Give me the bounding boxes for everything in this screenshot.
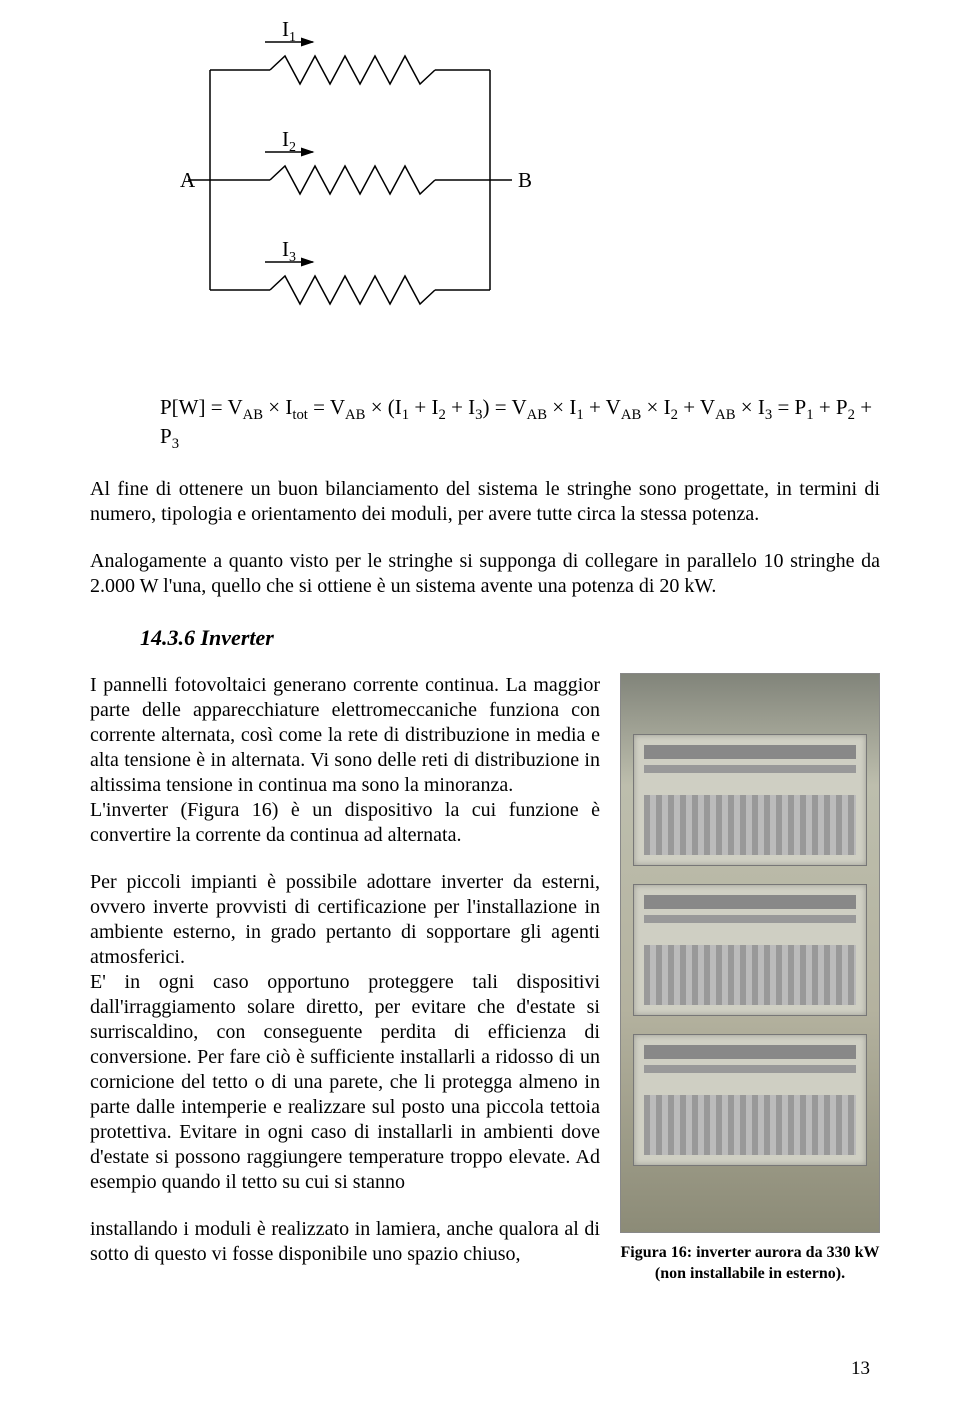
node-a-label: A: [180, 168, 196, 192]
node-b-label: B: [518, 168, 532, 192]
paragraph-4: Per piccoli impianti è possibile adottar…: [90, 870, 600, 1195]
branch-i2-label: I2: [282, 127, 296, 155]
circuit-diagram: A B I1 I2 I3: [90, 20, 590, 350]
power-formula: P[W] = VAB × Itot = VAB × (I1 + I2 + I3)…: [90, 395, 880, 453]
page-number: 13: [851, 1358, 870, 1380]
paragraph-1: Al fine di ottenere un buon bilanciament…: [90, 477, 880, 527]
inverter-photo: [620, 673, 880, 1233]
figure-caption: Figura 16: inverter aurora da 330 kW (no…: [620, 1243, 880, 1285]
paragraph-2: Analogamente a quanto visto per le strin…: [90, 549, 880, 599]
branch-i3-label: I3: [282, 237, 296, 265]
paragraph-3: I pannelli fotovoltaici generano corrent…: [90, 673, 600, 848]
section-heading: 14.3.6 Inverter: [140, 625, 880, 651]
paragraph-5: installando i moduli è realizzato in lam…: [90, 1217, 600, 1267]
